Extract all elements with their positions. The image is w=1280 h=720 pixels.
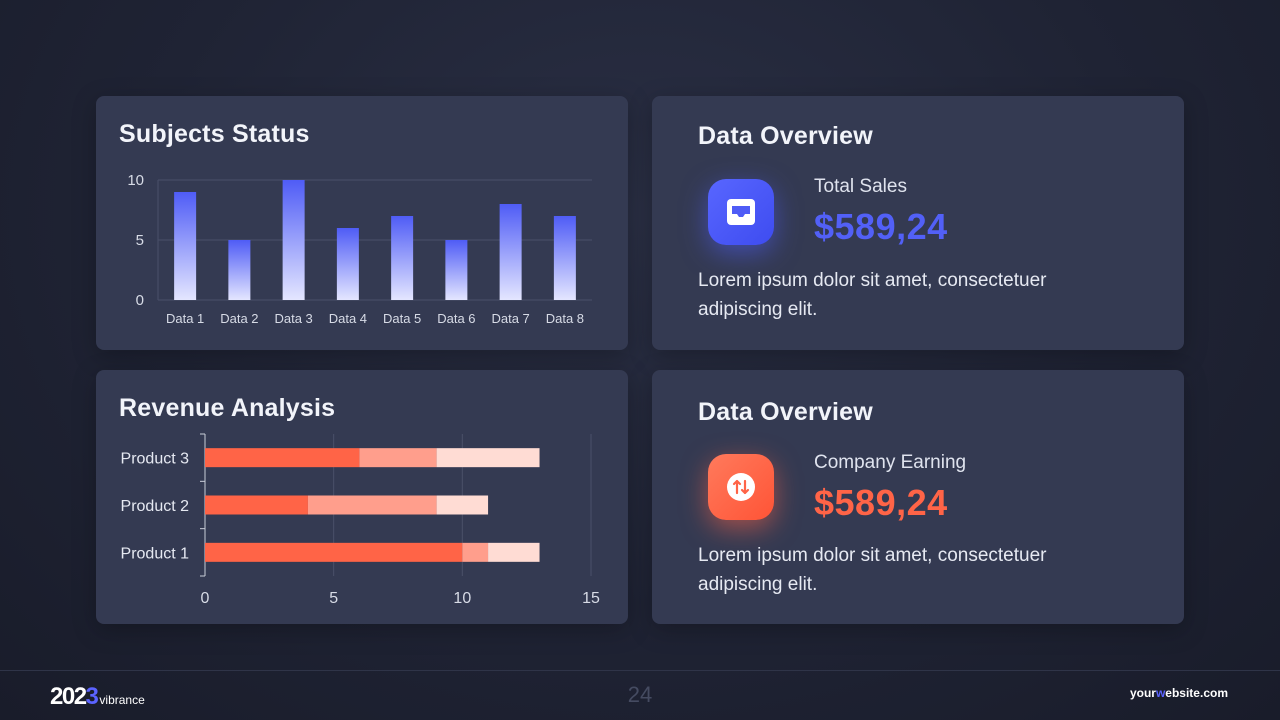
bar-segment-product-1-3 bbox=[488, 542, 540, 562]
bar-segment-product-2-3 bbox=[436, 495, 489, 515]
subjects-status-card: Subjects Status 0 5 10 Data 1 Data 2 Data 3 Da… bbox=[96, 96, 628, 350]
x-tick-label: Data 5 bbox=[383, 311, 421, 326]
bar-segment-product-2-1 bbox=[205, 495, 308, 515]
bar-segment-product-1-2 bbox=[462, 542, 489, 562]
bar-data-3 bbox=[282, 180, 305, 300]
revenue-analysis-card: Revenue Analysis 0 5 10 15 Product 1 Product … bbox=[96, 370, 628, 624]
x-tick-label: 5 bbox=[329, 590, 338, 607]
data-overview-title-2: Data Overview bbox=[698, 398, 873, 426]
bar-segment-product-3-2 bbox=[359, 448, 437, 468]
swap-arrows-icon bbox=[708, 454, 774, 520]
x-tick-label: Data 4 bbox=[329, 311, 367, 326]
x-tick-label: 10 bbox=[453, 590, 471, 607]
revenue-analysis-title: Revenue Analysis bbox=[119, 394, 336, 422]
x-tick-label: Data 8 bbox=[546, 311, 584, 326]
category-label: Product 2 bbox=[121, 498, 190, 515]
bar-data-4 bbox=[336, 228, 359, 300]
bar-data-1 bbox=[174, 192, 197, 300]
bar-data-7 bbox=[499, 204, 522, 300]
website-link[interactable]: yourwebsite.com bbox=[1130, 686, 1228, 700]
bar-segment-product-3-1 bbox=[205, 448, 360, 468]
data-overview-earning-card: Data Overview Company Earning $589,24 Lo… bbox=[652, 370, 1184, 624]
x-tick-label: Data 6 bbox=[437, 311, 475, 326]
bar-segment-product-1-1 bbox=[205, 542, 463, 562]
footer-divider bbox=[0, 670, 1280, 671]
bar-data-8 bbox=[553, 216, 576, 300]
bar-data-5 bbox=[391, 216, 414, 300]
bar-segment-product-3-3 bbox=[436, 448, 540, 468]
revenue-analysis-chart: 0 5 10 15 Product 1 Product 2 Product 3 bbox=[121, 433, 600, 607]
bar-segment-product-2-2 bbox=[307, 495, 437, 515]
x-tick-label: 0 bbox=[201, 590, 210, 607]
subjects-status-chart: 0 5 10 Data 1 Data 2 Data 3 Data 4 Data 5 Data 6… bbox=[127, 172, 592, 326]
brand-year-prefix: 202 bbox=[50, 683, 87, 710]
page-number: 24 bbox=[627, 682, 653, 707]
site-prefix: your bbox=[1129, 686, 1156, 700]
subjects-status-title: Subjects Status bbox=[119, 120, 310, 148]
x-tick-label: Data 2 bbox=[220, 311, 258, 326]
x-tick-label: Data 1 bbox=[166, 311, 204, 326]
x-tick-label: 15 bbox=[582, 590, 600, 607]
inbox-icon bbox=[708, 179, 774, 245]
company-earning-description: Lorem ipsum dolor sit amet, consectetuer… bbox=[698, 545, 1047, 595]
category-label: Product 3 bbox=[121, 451, 190, 468]
y-tick-label: 0 bbox=[136, 292, 144, 309]
company-earning-label: Company Earning bbox=[814, 452, 967, 473]
data-overview-title: Data Overview bbox=[698, 122, 873, 150]
y-tick-label: 10 bbox=[127, 172, 144, 189]
category-label: Product 1 bbox=[121, 545, 190, 562]
company-earning-value: $589,24 bbox=[814, 482, 948, 523]
brand-year-accent: 3 bbox=[85, 683, 99, 710]
bar-data-2 bbox=[228, 240, 251, 300]
total-sales-value: $589,24 bbox=[814, 206, 948, 247]
brand-logo: 2023 vibrance bbox=[50, 683, 145, 711]
y-tick-label: 5 bbox=[136, 232, 144, 249]
x-tick-label: Data 3 bbox=[274, 311, 312, 326]
total-sales-label: Total Sales bbox=[814, 176, 907, 197]
data-overview-sales-card: Data Overview Total Sales $589,24 Lorem … bbox=[652, 96, 1184, 350]
total-sales-description: Lorem ipsum dolor sit amet, consectetuer… bbox=[698, 270, 1047, 320]
brand-name: vibrance bbox=[99, 693, 145, 707]
site-suffix: ebsite.com bbox=[1165, 686, 1228, 700]
site-accent: w bbox=[1155, 686, 1166, 700]
bar-data-6 bbox=[445, 240, 468, 300]
x-tick-label: Data 7 bbox=[491, 311, 529, 326]
